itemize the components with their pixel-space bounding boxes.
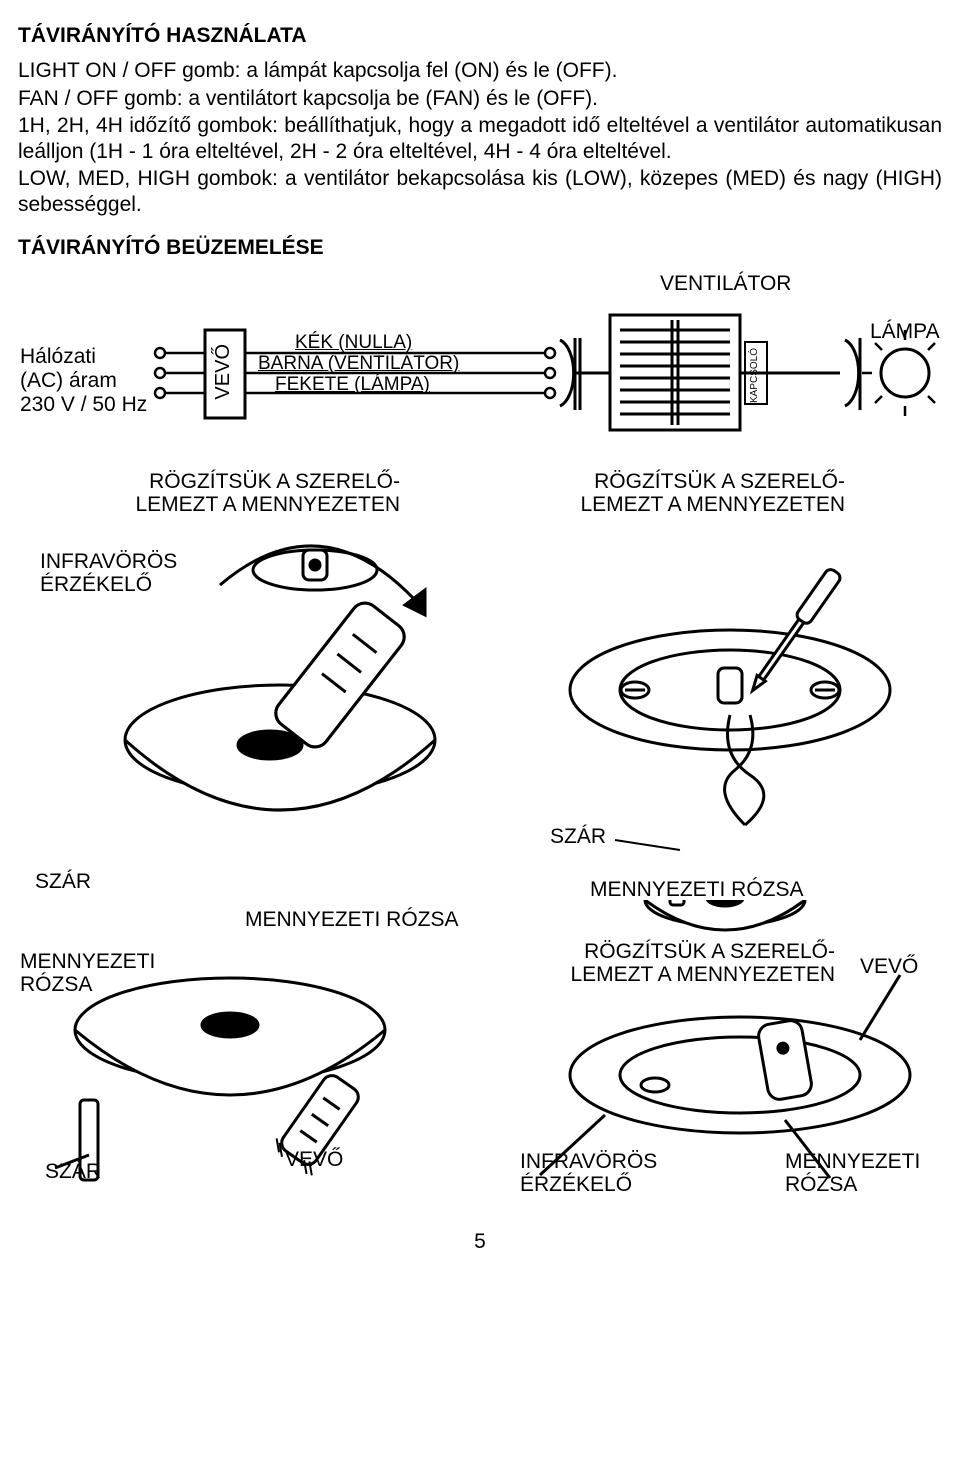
switch-label: KAPCSOLÓ <box>749 348 760 403</box>
p1: LIGHT ON / OFF gomb: a lámpát kapcsolja … <box>18 58 942 84</box>
caption-right-fixplate: RÖGZÍTSÜK A SZERELŐ- LEMEZT A MENNYEZETE… <box>545 470 845 516</box>
wire-blue-label: KÉK (NULLA) <box>295 332 412 354</box>
ceiling-rose-label-right: MENNYEZETI RÓZSA <box>590 878 804 902</box>
ceiling-rose-label-br: MENNYEZETI RÓZSA <box>785 1150 920 1196</box>
caption-left-fixplate: RÖGZÍTSÜK A SZERELŐ- LEMEZT A MENNYEZETE… <box>100 470 400 516</box>
row2-captions: RÖGZÍTSÜK A SZERELŐ- LEMEZT A MENNYEZETE… <box>20 460 940 530</box>
p4: LOW, MED, HIGH gombok: a ventilátor beka… <box>18 166 942 217</box>
lower-illustrations: MENNYEZETI RÓZSA MENNYEZETI RÓZSA MENNYE… <box>20 900 940 1210</box>
page-number: 5 <box>18 1230 942 1254</box>
p3: 1H, 2H, 4H időzítő gombok: beállíthatjuk… <box>18 113 942 164</box>
wire-brown-label: BARNA (VENTILÁTOR) <box>258 353 459 375</box>
heading-remote-use: TÁVIRÁNYÍTÓ HASZNÁLATA <box>18 24 942 48</box>
stem-label-right: SZÁR <box>550 825 606 849</box>
receiver-box-label: VEVŐ <box>212 344 235 400</box>
p2: FAN / OFF gomb: a ventilátort kapcsolja … <box>18 86 942 112</box>
wiring-diagram: Hálózati (AC) áram 230 V / 50 Hz VENTILÁ… <box>20 270 940 460</box>
wiring-svg <box>20 270 940 460</box>
heading-remote-install: TÁVIRÁNYÍTÓ BEÜZEMELÉSE <box>18 236 942 260</box>
stem-label-left: SZÁR <box>35 870 91 894</box>
receiver-label-mid: VEVŐ <box>285 1148 343 1172</box>
middle-illustrations: INFRAVÖRÖS ÉRZÉKELŐ <box>20 530 940 900</box>
stem-label-bottom: SZÁR <box>45 1160 101 1184</box>
ir-sensor-label-2: INFRAVÖRÖS ÉRZÉKELŐ <box>520 1150 657 1196</box>
middle-svg <box>20 530 940 900</box>
wire-black-label: FEKETE (LÁMPA) <box>275 374 430 396</box>
